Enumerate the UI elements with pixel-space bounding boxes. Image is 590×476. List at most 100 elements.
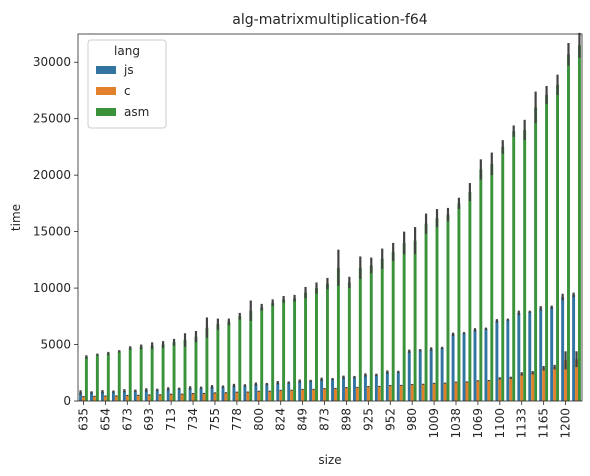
x-tick-label: 693	[142, 408, 156, 431]
bar-asm	[512, 131, 516, 402]
bar-js	[122, 390, 126, 401]
bar-js	[320, 379, 324, 401]
bar-c	[553, 367, 557, 401]
bar-js	[407, 351, 411, 401]
bar-c	[564, 360, 568, 401]
bar-c	[509, 377, 513, 401]
x-tick-label: 1038	[449, 408, 463, 439]
bar-asm	[106, 353, 110, 401]
plot-area	[79, 32, 581, 402]
bar-c	[257, 391, 261, 401]
plot-frame	[77, 33, 583, 402]
y-tick-label: 15000	[33, 225, 71, 239]
bar-asm	[194, 336, 198, 401]
bar-js	[276, 382, 280, 401]
bar-c	[344, 387, 348, 401]
bar-js	[188, 387, 192, 401]
bar-c	[421, 384, 425, 401]
bar-c	[388, 385, 392, 401]
bar-asm	[161, 344, 165, 401]
bar-c	[82, 396, 85, 401]
bar-asm	[490, 163, 494, 401]
bar-asm	[402, 242, 406, 401]
x-tick-label: 778	[230, 408, 244, 431]
x-tick-label: 925	[361, 408, 375, 431]
bar-c	[410, 384, 414, 401]
bar-c	[399, 385, 403, 401]
bar-c	[114, 395, 118, 401]
bar-asm	[183, 340, 187, 401]
bar-asm	[556, 84, 559, 402]
bar-asm	[413, 240, 417, 401]
bar-c	[531, 372, 535, 401]
x-tick-label: 952	[383, 408, 397, 431]
bar-js	[396, 371, 400, 401]
x-tick-label: 1133	[515, 408, 529, 439]
bar-asm	[380, 258, 384, 401]
bar-c	[542, 368, 546, 401]
bar-asm	[347, 282, 351, 401]
bar-asm	[424, 223, 428, 401]
x-tick-label: 800	[252, 408, 266, 431]
x-tick-label: 1200	[559, 408, 573, 439]
x-tick-label: 755	[208, 408, 222, 431]
bar-c	[213, 392, 217, 401]
bar-c	[92, 396, 96, 401]
bar-asm	[446, 214, 450, 401]
x-tick-label: 873	[318, 408, 332, 431]
bar-c	[224, 392, 228, 401]
y-tick-label: 5000	[40, 338, 71, 352]
bar-js	[265, 384, 269, 401]
bar-asm	[304, 292, 307, 401]
bar-c	[147, 394, 151, 401]
bar-asm	[282, 299, 286, 401]
bar-js	[561, 297, 565, 401]
bar-c	[476, 380, 480, 401]
legend-entry-c: c	[124, 84, 131, 98]
legend-title: lang	[114, 44, 140, 58]
legend-swatch-js	[96, 66, 116, 74]
bar-c	[125, 395, 129, 401]
bar-c	[103, 396, 107, 401]
x-tick-label: 654	[98, 408, 112, 431]
bar-js	[451, 334, 455, 401]
y-tick-label: 10000	[33, 281, 71, 295]
x-tick-label: 713	[164, 408, 178, 431]
bar-asm	[567, 54, 570, 402]
bar-c	[355, 387, 359, 401]
x-tick-label: 635	[76, 408, 90, 431]
bar-c	[323, 388, 326, 401]
bar-js	[298, 381, 302, 401]
bar-asm	[315, 288, 318, 401]
x-tick-label: 673	[120, 408, 134, 431]
bar-asm	[336, 267, 340, 401]
bar-js	[539, 308, 543, 401]
y-axis: 0 5000 10000 15000 20000 25000 30000	[33, 55, 78, 408]
bar-js	[495, 320, 499, 401]
bar-asm	[205, 327, 209, 401]
bar-asm	[457, 203, 461, 401]
legend: lang js c asm	[87, 39, 167, 129]
bar-c	[465, 381, 469, 401]
bar-c	[290, 390, 294, 401]
bar-asm	[325, 283, 329, 401]
bar-js	[177, 388, 181, 401]
bar-js	[254, 384, 258, 401]
bar-c	[246, 392, 250, 401]
bar-asm	[435, 218, 439, 401]
bar-c	[180, 394, 184, 401]
bar-asm	[523, 129, 527, 401]
bar-js	[166, 388, 170, 401]
bar-js	[550, 307, 554, 401]
bar-js	[363, 375, 367, 401]
bar-js	[90, 392, 93, 401]
bar-js	[484, 328, 488, 401]
bar-c	[312, 389, 316, 401]
bar-js	[342, 377, 345, 401]
x-axis: 635 654 673 693 713 734 755 778 800 824 849 873 898 9…	[76, 401, 573, 439]
bar-js	[440, 347, 444, 401]
bar-js	[473, 329, 477, 401]
x-tick-label: 1069	[471, 408, 485, 439]
bar-c	[377, 386, 381, 401]
bar-asm	[545, 94, 549, 402]
